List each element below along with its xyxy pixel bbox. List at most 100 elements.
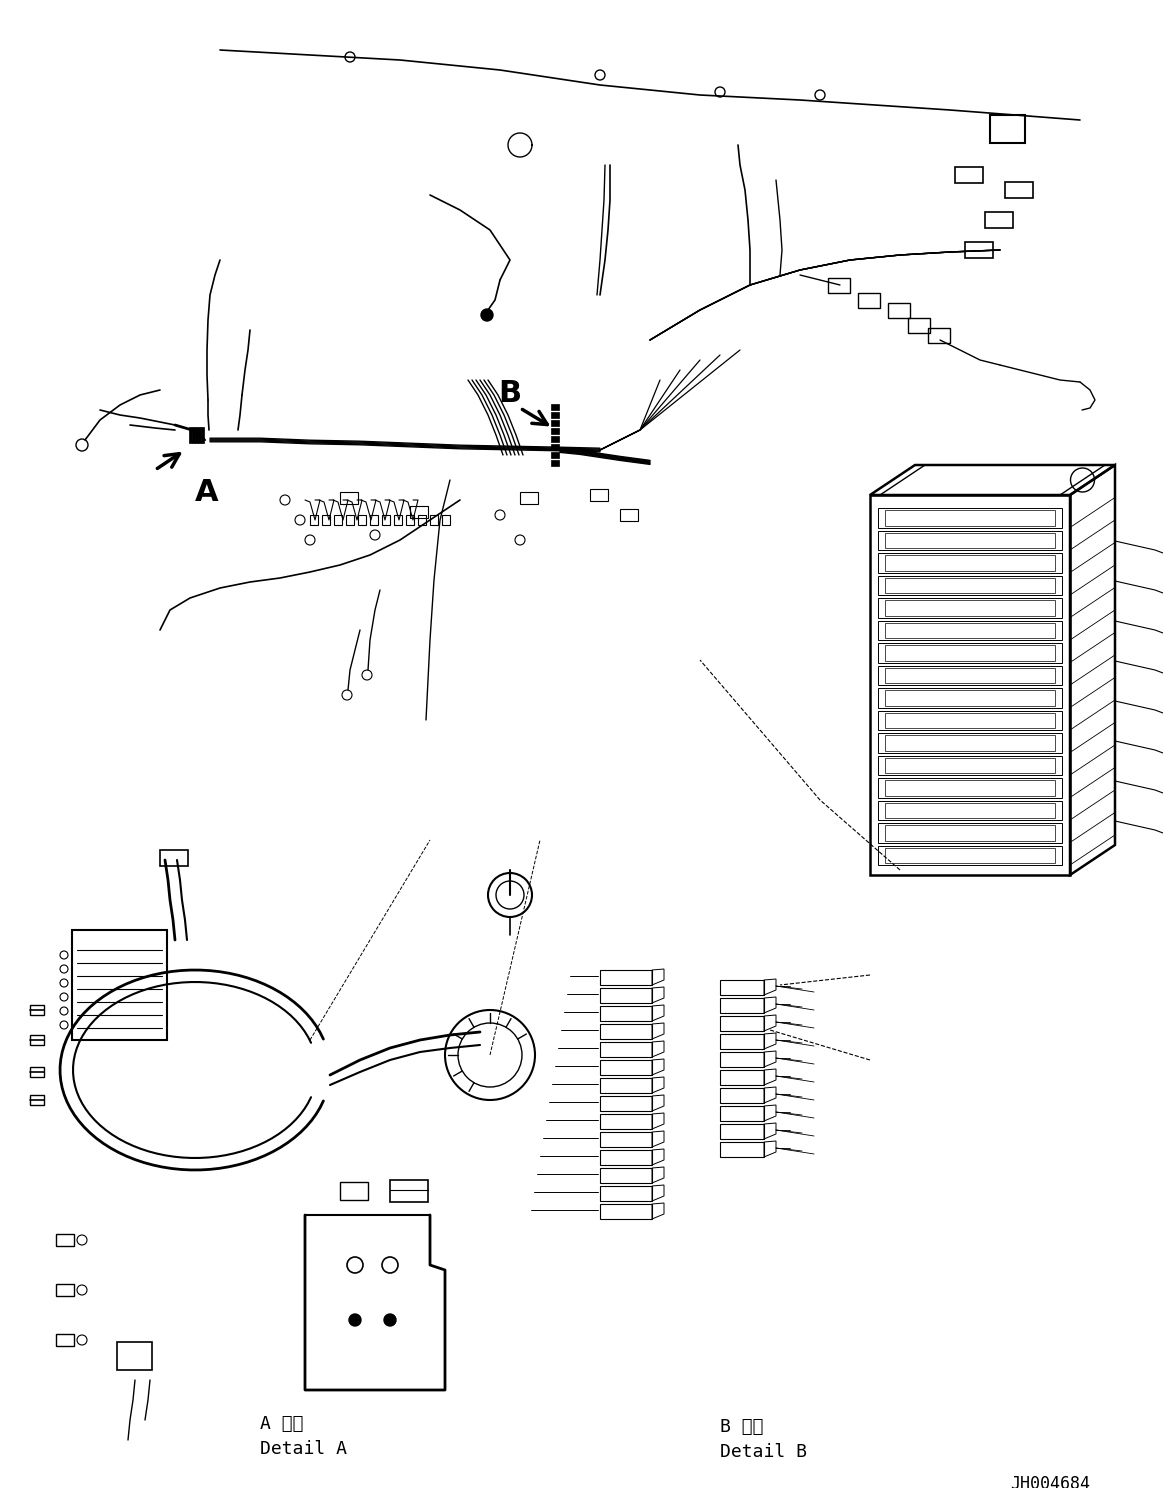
Bar [885, 510, 1055, 525]
Bar [720, 1106, 764, 1120]
Bar [885, 555, 1055, 570]
Bar [720, 1141, 764, 1158]
Bar [406, 515, 414, 525]
Bar [720, 1123, 764, 1138]
Bar [334, 515, 342, 525]
Text: A 詳細: A 詳細 [261, 1415, 304, 1433]
Bar [358, 515, 366, 525]
Bar [870, 496, 1070, 875]
Bar [878, 531, 1062, 551]
Bar [878, 845, 1062, 865]
Bar [198, 427, 201, 443]
Bar [590, 490, 608, 501]
Bar [600, 1150, 652, 1165]
Bar [600, 1097, 652, 1112]
Bar [990, 115, 1025, 143]
Bar [600, 1006, 652, 1021]
Bar [370, 515, 378, 525]
Bar [600, 1132, 652, 1147]
Bar [720, 1088, 764, 1103]
Bar [720, 998, 764, 1013]
Bar [551, 452, 559, 458]
Bar [965, 243, 993, 257]
Bar [600, 1168, 652, 1183]
Bar [1005, 182, 1033, 198]
Bar [885, 848, 1055, 863]
Bar [878, 598, 1062, 618]
Bar [418, 515, 426, 525]
Bar [885, 600, 1055, 616]
Bar [828, 278, 850, 293]
Bar [600, 1077, 652, 1094]
Bar [878, 665, 1062, 684]
Bar [878, 734, 1062, 753]
Bar [720, 1016, 764, 1031]
Bar [885, 802, 1055, 818]
Bar [551, 436, 559, 442]
Text: A: A [195, 478, 219, 507]
Bar [878, 643, 1062, 662]
Bar [195, 427, 198, 443]
Bar [30, 1067, 44, 1077]
Bar [30, 1036, 44, 1045]
Bar [381, 515, 390, 525]
Bar [908, 318, 930, 333]
Bar [600, 1042, 652, 1056]
Bar [885, 735, 1055, 750]
Text: Detail A: Detail A [261, 1440, 347, 1458]
Text: B 詳細: B 詳細 [720, 1418, 763, 1436]
Bar [878, 710, 1062, 731]
Bar [394, 515, 402, 525]
Bar [878, 756, 1062, 775]
Bar [878, 507, 1062, 528]
Bar [878, 554, 1062, 573]
Bar [885, 668, 1055, 683]
Bar [600, 988, 652, 1003]
Bar [411, 506, 428, 518]
Bar [551, 420, 559, 426]
Bar [201, 427, 204, 443]
Bar [551, 429, 559, 434]
Bar [858, 293, 880, 308]
Bar [390, 1180, 428, 1202]
Bar [551, 443, 559, 449]
Bar [720, 981, 764, 995]
Bar [885, 533, 1055, 548]
Bar [160, 850, 188, 866]
Bar [117, 1342, 152, 1370]
Bar [878, 823, 1062, 842]
Text: Detail B: Detail B [720, 1443, 807, 1461]
Bar [551, 405, 559, 411]
Text: B: B [498, 379, 521, 408]
Bar [885, 577, 1055, 594]
Bar [340, 1181, 368, 1199]
Bar [878, 801, 1062, 820]
Bar [878, 620, 1062, 640]
Bar [551, 460, 559, 466]
Bar [889, 304, 909, 318]
Circle shape [384, 1314, 395, 1326]
Bar [56, 1335, 74, 1347]
Bar [322, 515, 330, 525]
Bar [620, 509, 638, 521]
Bar [192, 427, 195, 443]
Text: JH004684: JH004684 [1009, 1475, 1090, 1488]
Bar [72, 930, 167, 1040]
Bar [600, 1204, 652, 1219]
Bar [56, 1234, 74, 1245]
Bar [885, 713, 1055, 728]
Bar [600, 970, 652, 985]
Bar [56, 1284, 74, 1296]
Circle shape [481, 310, 493, 321]
Bar [885, 780, 1055, 796]
Bar [311, 515, 317, 525]
Bar [885, 690, 1055, 705]
Bar [885, 644, 1055, 661]
Bar [928, 327, 950, 344]
Bar [720, 1052, 764, 1067]
Bar [30, 1004, 44, 1015]
Bar [600, 1186, 652, 1201]
Bar [600, 1059, 652, 1074]
Bar [985, 211, 1013, 228]
Bar [430, 515, 438, 525]
